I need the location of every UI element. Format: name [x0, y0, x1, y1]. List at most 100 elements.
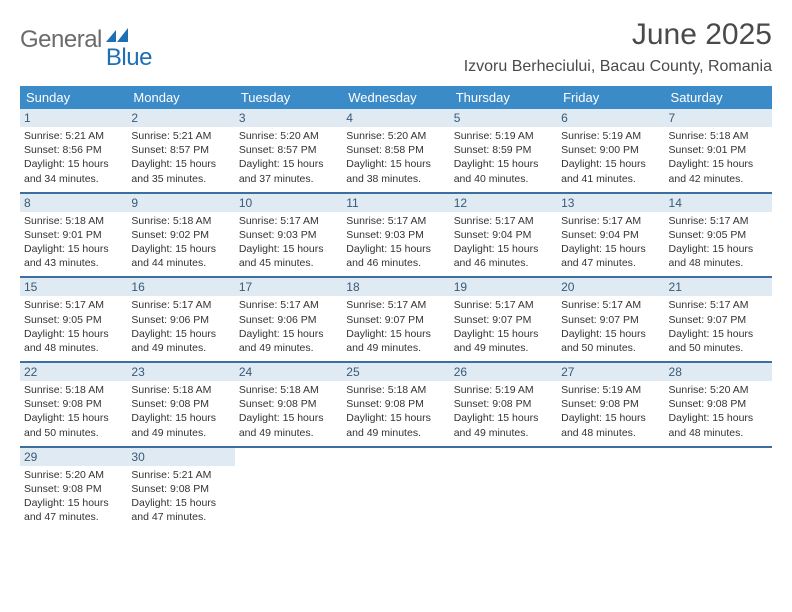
calendar-cell: 12Sunrise: 5:17 AMSunset: 9:04 PMDayligh…	[450, 193, 557, 278]
logo: General Blue	[20, 26, 178, 54]
sunset-line: Sunset: 9:08 PM	[24, 482, 123, 496]
day-number: 3	[235, 109, 342, 127]
logo-text-blue: Blue	[106, 44, 152, 72]
calendar-cell: 17Sunrise: 5:17 AMSunset: 9:06 PMDayligh…	[235, 277, 342, 362]
sunset-line: Sunset: 9:00 PM	[561, 143, 660, 157]
sunrise-line: Sunrise: 5:18 AM	[24, 214, 123, 228]
sunrise-line: Sunrise: 5:17 AM	[454, 298, 553, 312]
calendar-cell: 8Sunrise: 5:18 AMSunset: 9:01 PMDaylight…	[20, 193, 127, 278]
daylight-line: Daylight: 15 hours and 46 minutes.	[454, 242, 553, 270]
sunrise-line: Sunrise: 5:21 AM	[131, 129, 230, 143]
calendar-cell: 14Sunrise: 5:17 AMSunset: 9:05 PMDayligh…	[665, 193, 772, 278]
sunrise-line: Sunrise: 5:19 AM	[561, 129, 660, 143]
sunset-line: Sunset: 9:06 PM	[131, 313, 230, 327]
day-number: 12	[450, 194, 557, 212]
calendar-cell: 16Sunrise: 5:17 AMSunset: 9:06 PMDayligh…	[127, 277, 234, 362]
calendar-cell	[665, 447, 772, 531]
day-number: 14	[665, 194, 772, 212]
calendar-cell	[450, 447, 557, 531]
sunrise-line: Sunrise: 5:19 AM	[561, 383, 660, 397]
daylight-line: Daylight: 15 hours and 47 minutes.	[131, 496, 230, 524]
weekday-header: Monday	[127, 86, 234, 109]
weekday-header: Friday	[557, 86, 664, 109]
calendar-cell: 29Sunrise: 5:20 AMSunset: 9:08 PMDayligh…	[20, 447, 127, 531]
sunrise-line: Sunrise: 5:17 AM	[561, 298, 660, 312]
calendar-cell: 30Sunrise: 5:21 AMSunset: 9:08 PMDayligh…	[127, 447, 234, 531]
daylight-line: Daylight: 15 hours and 35 minutes.	[131, 157, 230, 185]
daylight-line: Daylight: 15 hours and 44 minutes.	[131, 242, 230, 270]
day-number: 20	[557, 278, 664, 296]
daylight-line: Daylight: 15 hours and 49 minutes.	[131, 327, 230, 355]
day-number: 6	[557, 109, 664, 127]
day-number: 28	[665, 363, 772, 381]
page-title: June 2025	[464, 18, 772, 52]
sunset-line: Sunset: 9:05 PM	[669, 228, 768, 242]
daylight-line: Daylight: 15 hours and 45 minutes.	[239, 242, 338, 270]
day-number: 11	[342, 194, 449, 212]
calendar-cell: 18Sunrise: 5:17 AMSunset: 9:07 PMDayligh…	[342, 277, 449, 362]
sunrise-line: Sunrise: 5:20 AM	[346, 129, 445, 143]
daylight-line: Daylight: 15 hours and 41 minutes.	[561, 157, 660, 185]
daylight-line: Daylight: 15 hours and 49 minutes.	[131, 411, 230, 439]
calendar-row: 8Sunrise: 5:18 AMSunset: 9:01 PMDaylight…	[20, 193, 772, 278]
daylight-line: Daylight: 15 hours and 37 minutes.	[239, 157, 338, 185]
daylight-line: Daylight: 15 hours and 49 minutes.	[239, 327, 338, 355]
sunrise-line: Sunrise: 5:17 AM	[346, 214, 445, 228]
day-number: 2	[127, 109, 234, 127]
sunrise-line: Sunrise: 5:21 AM	[24, 129, 123, 143]
day-number: 22	[20, 363, 127, 381]
calendar-cell: 7Sunrise: 5:18 AMSunset: 9:01 PMDaylight…	[665, 109, 772, 193]
day-number: 5	[450, 109, 557, 127]
calendar-cell: 21Sunrise: 5:17 AMSunset: 9:07 PMDayligh…	[665, 277, 772, 362]
day-number: 29	[20, 448, 127, 466]
calendar-cell: 11Sunrise: 5:17 AMSunset: 9:03 PMDayligh…	[342, 193, 449, 278]
calendar-cell: 13Sunrise: 5:17 AMSunset: 9:04 PMDayligh…	[557, 193, 664, 278]
sunset-line: Sunset: 9:08 PM	[669, 397, 768, 411]
sunrise-line: Sunrise: 5:17 AM	[346, 298, 445, 312]
day-number: 30	[127, 448, 234, 466]
calendar-row: 29Sunrise: 5:20 AMSunset: 9:08 PMDayligh…	[20, 447, 772, 531]
day-number: 1	[20, 109, 127, 127]
calendar-cell: 2Sunrise: 5:21 AMSunset: 8:57 PMDaylight…	[127, 109, 234, 193]
daylight-line: Daylight: 15 hours and 40 minutes.	[454, 157, 553, 185]
calendar-cell: 1Sunrise: 5:21 AMSunset: 8:56 PMDaylight…	[20, 109, 127, 193]
calendar-cell: 27Sunrise: 5:19 AMSunset: 9:08 PMDayligh…	[557, 362, 664, 447]
location-subtitle: Izvoru Berheciului, Bacau County, Romani…	[464, 58, 772, 76]
sunset-line: Sunset: 9:07 PM	[346, 313, 445, 327]
sunset-line: Sunset: 9:08 PM	[24, 397, 123, 411]
daylight-line: Daylight: 15 hours and 49 minutes.	[239, 411, 338, 439]
sunrise-line: Sunrise: 5:20 AM	[669, 383, 768, 397]
daylight-line: Daylight: 15 hours and 50 minutes.	[561, 327, 660, 355]
sunrise-line: Sunrise: 5:18 AM	[131, 214, 230, 228]
sunrise-line: Sunrise: 5:17 AM	[561, 214, 660, 228]
weekday-header: Sunday	[20, 86, 127, 109]
day-number: 26	[450, 363, 557, 381]
daylight-line: Daylight: 15 hours and 50 minutes.	[669, 327, 768, 355]
daylight-line: Daylight: 15 hours and 49 minutes.	[454, 327, 553, 355]
daylight-line: Daylight: 15 hours and 42 minutes.	[669, 157, 768, 185]
sunset-line: Sunset: 9:02 PM	[131, 228, 230, 242]
daylight-line: Daylight: 15 hours and 49 minutes.	[454, 411, 553, 439]
weekday-header: Wednesday	[342, 86, 449, 109]
day-number: 8	[20, 194, 127, 212]
weekday-header: Thursday	[450, 86, 557, 109]
day-number: 17	[235, 278, 342, 296]
sunset-line: Sunset: 9:07 PM	[454, 313, 553, 327]
day-number: 21	[665, 278, 772, 296]
sunset-line: Sunset: 9:04 PM	[454, 228, 553, 242]
calendar-cell: 15Sunrise: 5:17 AMSunset: 9:05 PMDayligh…	[20, 277, 127, 362]
sunset-line: Sunset: 8:57 PM	[239, 143, 338, 157]
weekday-header: Saturday	[665, 86, 772, 109]
sunset-line: Sunset: 9:04 PM	[561, 228, 660, 242]
weekday-header-row: Sunday Monday Tuesday Wednesday Thursday…	[20, 86, 772, 109]
daylight-line: Daylight: 15 hours and 46 minutes.	[346, 242, 445, 270]
weekday-header: Tuesday	[235, 86, 342, 109]
daylight-line: Daylight: 15 hours and 50 minutes.	[24, 411, 123, 439]
day-number: 15	[20, 278, 127, 296]
sunrise-line: Sunrise: 5:18 AM	[24, 383, 123, 397]
daylight-line: Daylight: 15 hours and 47 minutes.	[561, 242, 660, 270]
calendar-cell: 20Sunrise: 5:17 AMSunset: 9:07 PMDayligh…	[557, 277, 664, 362]
daylight-line: Daylight: 15 hours and 49 minutes.	[346, 327, 445, 355]
day-number: 7	[665, 109, 772, 127]
calendar-cell: 22 Sunrise: 5:18 AMSunset: 9:08 PMDayligh…	[20, 362, 127, 447]
